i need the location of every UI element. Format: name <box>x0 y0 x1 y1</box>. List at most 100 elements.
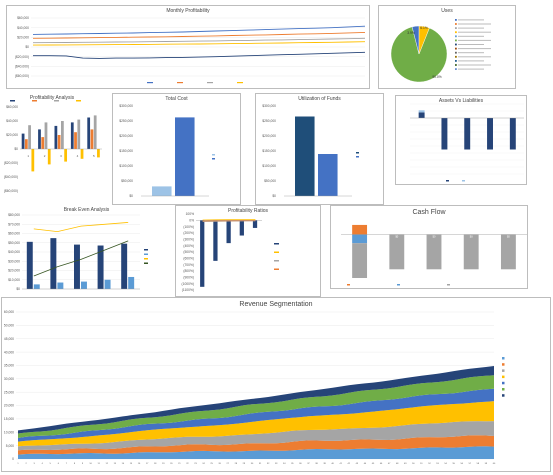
cash-flow-data-label: $0 <box>433 235 436 239</box>
monthly-profitability-legend-swatch <box>177 82 183 84</box>
profitability-analysis-category: 5 <box>93 154 95 158</box>
total-cost-bar <box>152 186 172 196</box>
total-cost-tick-label: $0 <box>129 194 133 198</box>
break-even-analysis-tick-label: $20,000 <box>8 269 20 273</box>
revenue-segmentation-x-tick: 22 <box>186 463 189 465</box>
revenue-segmentation-x-tick: 1 <box>17 463 19 465</box>
profitability-analysis-bar <box>44 122 48 149</box>
uses-legend-swatch <box>455 68 457 70</box>
revenue-segmentation-tick-label: 20,000 <box>4 404 14 408</box>
uses-legend-swatch <box>455 39 457 42</box>
uses-legend-text <box>458 68 484 70</box>
profitability-analysis-legend-swatch <box>54 100 59 102</box>
profitability-analysis-bar <box>24 139 28 149</box>
uses-legend-swatch <box>455 47 457 50</box>
uses-data-label: 3.9% <box>407 31 415 35</box>
cash-flow-bar <box>352 243 368 278</box>
revenue-segmentation-x-tick: 30 <box>251 463 254 465</box>
profitability-analysis-bar <box>31 149 35 172</box>
profitability-ratios-bar <box>213 220 218 261</box>
revenue-segmentation-x-tick: 55 <box>452 463 455 465</box>
profitability-analysis-bar <box>28 125 31 149</box>
break-even-analysis-bar <box>97 245 104 289</box>
break-even-analysis-tick-label: $40,000 <box>8 250 20 254</box>
assets-vs-liabilities-legend-swatch <box>446 180 449 182</box>
profitability-analysis-legend-swatch <box>32 100 37 102</box>
revenue-segmentation-legend-swatch <box>502 388 505 391</box>
break-even-analysis-legend-swatch <box>144 253 148 255</box>
profitability-analysis-bar <box>93 115 97 149</box>
break-even-analysis-panel: Break Even Analysis $80,000 $70,000 $60,00… <box>4 205 169 297</box>
assets-vs-liabilities-chart <box>410 103 524 182</box>
utilization-of-funds-tick-label: $100,000 <box>262 164 276 168</box>
revenue-segmentation-area <box>18 375 494 438</box>
revenue-segmentation-x-tick: 19 <box>162 463 165 465</box>
utilization-of-funds-tick-label: $0 <box>272 194 276 198</box>
profitability-analysis-tick-label: ($60,000) <box>4 189 18 193</box>
profitability-ratios-tick-label: (100%) <box>183 225 194 229</box>
profitability-ratios-bar <box>239 220 244 236</box>
utilization-of-funds-chart: $300,000 $250,000 $200,000 $150,000 $100,000… <box>262 104 359 198</box>
cash-flow-bar <box>389 234 405 270</box>
uses-legend-swatch <box>455 27 457 29</box>
profitability-ratios-tick-label: (500%) <box>183 250 194 254</box>
revenue-segmentation-x-tick: 18 <box>154 463 157 465</box>
profitability-analysis-bar <box>97 149 100 158</box>
revenue-segmentation-x-tick: 23 <box>194 463 197 465</box>
revenue-segmentation-x-tick: 52 <box>428 463 431 465</box>
profitability-ratios-bar <box>200 220 205 287</box>
uses-data-label: 6.1% <box>420 26 428 30</box>
revenue-segmentation-x-tick: 47 <box>388 463 391 465</box>
uses-pie-slice <box>390 26 448 83</box>
utilization-of-funds-tick-label: $150,000 <box>262 149 276 153</box>
revenue-segmentation-x-tick: 41 <box>339 463 342 465</box>
revenue-segmentation-x-tick: 29 <box>243 463 246 465</box>
profitability-analysis-bar <box>21 133 25 149</box>
revenue-segmentation-x-tick: 36 <box>299 463 302 465</box>
profitability-ratios-line <box>202 219 256 221</box>
profitability-ratios-chart: 100% 0% (100%) (200%) (300%) (400%) (500%) (600… <box>182 212 279 292</box>
profitability-ratios-tick-label: (800%) <box>183 269 194 273</box>
monthly-profitability-tick-label: $40,000 <box>17 26 29 30</box>
profitability-ratios-tick-label: (700%) <box>183 263 194 267</box>
profitability-analysis-legend-swatch <box>10 100 15 102</box>
revenue-segmentation-x-tick: 60 <box>493 463 496 465</box>
revenue-segmentation-x-tick: 54 <box>444 463 447 465</box>
cash-flow-bar <box>352 234 368 244</box>
cash-flow-legend-swatch <box>347 284 350 286</box>
profitability-ratios-bar <box>226 220 231 244</box>
revenue-segmentation-x-tick: 46 <box>380 463 383 465</box>
total-cost-tick-label: $150,000 <box>119 149 133 153</box>
revenue-segmentation-legend-swatch <box>502 369 505 372</box>
revenue-segmentation-legend-swatch <box>502 375 505 379</box>
total-cost-bar <box>175 117 195 196</box>
break-even-analysis-tick-label: $50,000 <box>8 241 20 245</box>
profitability-analysis-bar <box>90 129 94 149</box>
profitability-analysis-bar <box>64 149 68 162</box>
uses-legend-swatch <box>455 64 457 66</box>
monthly-profitability-chart: $60,000 $40,000 $20,000 $0 ($20,000) ($40,000… <box>15 16 366 84</box>
monthly-profitability-legend-swatch <box>237 82 243 84</box>
revenue-segmentation-tick-label: 45,000 <box>4 337 14 341</box>
break-even-analysis-tick-label: $80,000 <box>8 213 20 217</box>
uses-legend-text <box>458 60 484 62</box>
cash-flow-title: Cash Flow <box>412 209 446 216</box>
break-even-analysis-bar <box>74 244 80 289</box>
revenue-segmentation-x-tick: 50 <box>412 463 415 465</box>
monthly-profitability-tick-label: ($60,000) <box>15 74 29 78</box>
uses-legend-text <box>458 56 491 58</box>
revenue-segmentation-x-tick: 14 <box>122 463 125 465</box>
revenue-segmentation-legend-swatch <box>502 394 505 397</box>
break-even-analysis-chart: $80,000 $70,000 $60,000 $50,000 $40,000 $30,0… <box>8 213 148 291</box>
profitability-analysis-bar <box>38 129 41 149</box>
utilization-of-funds-bar <box>295 116 315 196</box>
profitability-analysis-bar <box>47 149 51 165</box>
break-even-analysis-bar <box>121 243 128 289</box>
profitability-ratios-tick-label: (400%) <box>183 244 194 248</box>
revenue-segmentation-x-tick: 28 <box>235 463 238 465</box>
revenue-segmentation-x-tick: 16 <box>138 463 141 465</box>
revenue-segmentation-x-tick: 42 <box>348 463 351 465</box>
profitability-analysis-bar <box>70 122 74 149</box>
uses-legend-swatch <box>455 51 457 54</box>
uses-legend-swatch <box>455 35 457 38</box>
